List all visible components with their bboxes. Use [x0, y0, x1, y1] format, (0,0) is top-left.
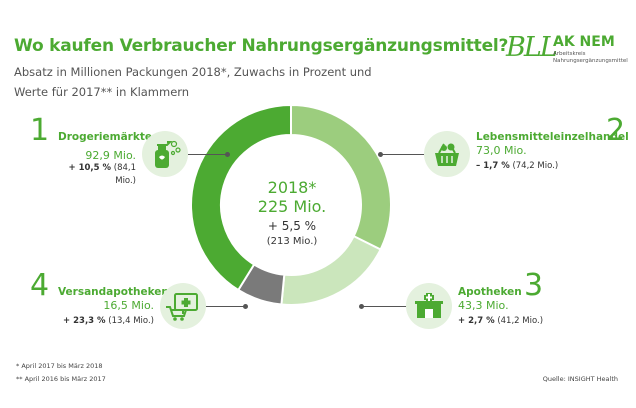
footnote-1: * April 2017 bis März 2018 [16, 362, 103, 370]
rank-1: 1 [30, 113, 50, 148]
center-previous: (213 Mio.) [266, 236, 318, 247]
online-pharmacy-icon [160, 283, 206, 329]
center-total: 225 Mio. [257, 197, 327, 216]
shopping-basket-icon [424, 131, 470, 177]
center-year: 2018* [267, 178, 317, 197]
connector-3 [362, 306, 406, 307]
logo-mark: BLL [506, 32, 558, 63]
label-lebensmitteleinzelhandel: Lebensmitteleinzelhandel 73,0 Mio. – 1,7… [476, 131, 629, 171]
footnote-2: ** April 2016 bis März 2017 [16, 375, 106, 383]
chart-title: Wo kaufen Verbraucher Nahrungsergänzungs… [14, 36, 509, 56]
source-note: Quelle: INSIGHT Health [542, 375, 618, 383]
center-growth: + 5,5 % [267, 219, 317, 233]
label-drogeriemaerkte: Drogeriemärkte 92,9 Mio. + 10,5 % (84,1 … [58, 131, 152, 186]
donut-center-summary: 2018* 225 Mio. + 5,5 % (213 Mio.) [232, 178, 352, 249]
logo-name: AK NEM [553, 34, 615, 50]
pharmacy-icon [406, 283, 452, 329]
connector-1 [188, 154, 228, 155]
connector-dot-1 [225, 152, 230, 157]
label-apotheken: Apotheken 43,3 Mio. + 2,7 % (41,2 Mio.) [458, 286, 544, 326]
connector-dot-4 [243, 304, 248, 309]
rank-2: 2 [606, 113, 626, 148]
donut-chart [190, 103, 392, 306]
connector-4 [206, 306, 246, 307]
slice-drogeriemaerkte [190, 103, 292, 292]
rank-3: 3 [524, 268, 544, 303]
chart-subtitle: Absatz in Millionen Packungen 2018*, Zuw… [14, 65, 372, 99]
connector-2 [380, 154, 424, 155]
rank-4: 4 [30, 268, 50, 303]
bll-ak-nem-logo: BLL AK NEM Arbeitskreis Nahrungsergänzun… [506, 32, 630, 68]
label-versandapotheken: Versandapotheken 16,5 Mio. + 23,3 % (13,… [58, 286, 169, 326]
connector-dot-2 [378, 152, 383, 157]
connector-dot-3 [359, 304, 364, 309]
logo-subtitle: Arbeitskreis Nahrungsergänzungsmittel [553, 51, 628, 64]
detergent-bottle-icon [142, 131, 188, 177]
